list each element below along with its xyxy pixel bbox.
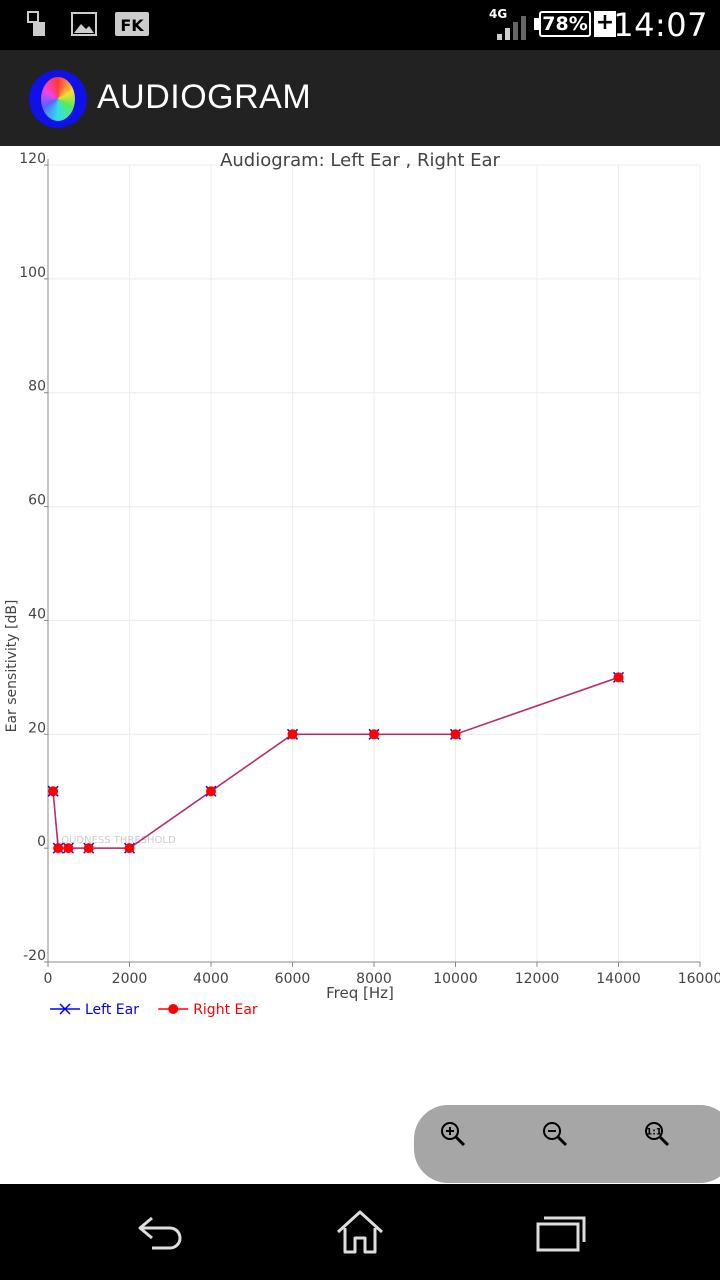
battery-icon: 78% [539, 11, 591, 37]
loudness-threshold-label: LOUDNESS THRESHOLD [56, 835, 176, 846]
zoom-reset-icon[interactable]: 1:1 [642, 1119, 672, 1149]
fk-icon: FK [115, 12, 149, 36]
legend-label: Left Ear [85, 1002, 139, 1018]
zoom-controls: 1:1 [414, 1105, 720, 1183]
svg-text:FK: FK [120, 16, 144, 35]
x-tick-label: 16000 [678, 971, 720, 987]
back-icon[interactable] [130, 1206, 190, 1258]
legend: Left Ear Right Ear [50, 1002, 258, 1018]
data-point-right-ear [48, 786, 59, 797]
y-tick-label: 20 [28, 720, 46, 736]
legend-marker [168, 1004, 179, 1014]
y-tick-label: 80 [28, 379, 46, 395]
audiogram-chart[interactable]: 0 2000 4000 6000 8000 10000 12000 14000 16000 -20… [0, 146, 720, 1026]
legend-label: Right Ear [193, 1002, 258, 1018]
series-line-right-ear [52, 676, 619, 849]
charging-indicator: + [594, 10, 616, 37]
navigation-bar [0, 1184, 720, 1280]
x-tick-label: 2000 [112, 971, 148, 987]
series [47, 671, 625, 854]
x-tick-label: 10000 [433, 971, 478, 987]
data-point-right-ear [53, 843, 64, 854]
y-tick-label: 0 [37, 834, 46, 850]
axes: 0 2000 4000 6000 8000 10000 12000 14000 16000 -20… [19, 151, 720, 987]
data-point-right-ear [287, 729, 298, 740]
y-tick-label: 60 [28, 493, 46, 509]
network-type: 4G [489, 7, 508, 21]
chart-title: Audiogram: Left Ear , Right Ear [220, 150, 500, 171]
image-icon [71, 12, 97, 36]
data-point-right-ear [124, 843, 135, 854]
svg-text:1:1: 1:1 [646, 1128, 662, 1138]
y-tick-label: -20 [23, 948, 46, 964]
app-title: AUDIOGRAM [97, 78, 312, 116]
y-tick-label: 40 [28, 606, 46, 622]
home-icon[interactable] [330, 1206, 390, 1258]
data-point-right-ear [613, 672, 624, 683]
x-tick-label: 8000 [356, 971, 392, 987]
y-tick-label: 120 [19, 151, 46, 167]
sd-card-icon [27, 11, 45, 36]
legend-item-right-ear[interactable]: Right Ear [158, 1002, 258, 1018]
data-point-right-ear [83, 843, 94, 854]
y-tick-label: 100 [19, 265, 46, 281]
series-line-left-ear [52, 676, 619, 849]
clock: 14:07 [613, 6, 708, 44]
data-point-right-ear [63, 843, 74, 854]
legend-marker [59, 1003, 71, 1015]
action-bar: AUDIOGRAM [0, 50, 720, 146]
data-point-right-ear [450, 729, 461, 740]
legend-item-left-ear[interactable]: Left Ear [50, 1002, 139, 1018]
battery-tip [534, 18, 539, 30]
x-tick-label: 0 [44, 971, 53, 987]
x-tick-label: 4000 [193, 971, 229, 987]
zoom-in-icon[interactable] [438, 1119, 468, 1149]
color-wheel-icon[interactable] [29, 70, 87, 128]
x-tick-label: 14000 [596, 971, 641, 987]
recents-icon[interactable] [530, 1206, 590, 1258]
status-bar: FK 4G 78% + 14:07 [0, 0, 720, 50]
signal-icon [497, 16, 526, 40]
data-point-right-ear [369, 729, 379, 740]
x-tick-label: 12000 [515, 971, 560, 987]
y-axis-label: Ear sensitivity [dB] [4, 600, 20, 733]
x-axis-label: Freq [Hz] [326, 984, 394, 1002]
color-wheel-inner [41, 77, 75, 121]
zoom-out-icon[interactable] [540, 1119, 570, 1149]
data-point-right-ear [206, 786, 216, 797]
x-tick-label: 6000 [275, 971, 311, 987]
